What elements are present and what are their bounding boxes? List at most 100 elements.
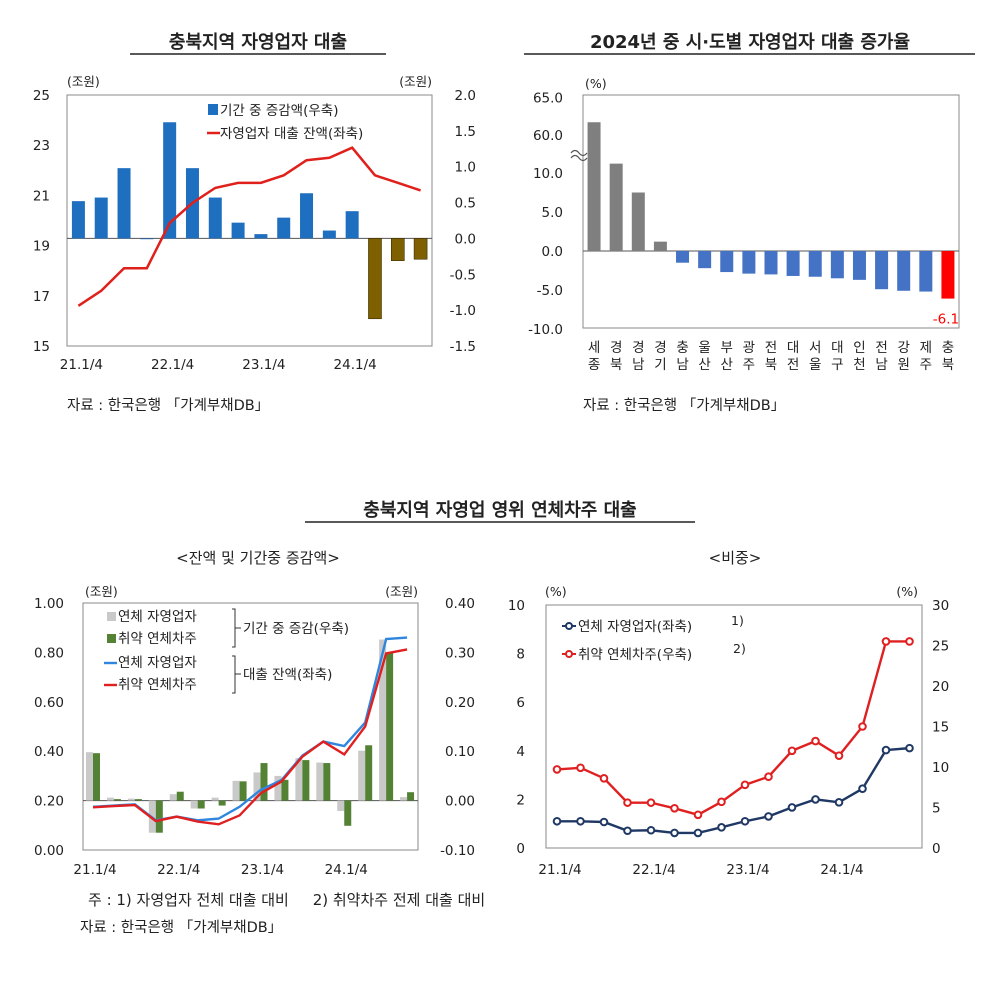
x-tick-label: 남 bbox=[676, 357, 688, 373]
point-vulnerable-delinquent-share bbox=[905, 637, 914, 646]
x-tick-label: 종 bbox=[588, 357, 600, 373]
x-tick-label: 대 bbox=[831, 340, 843, 356]
bar-period-change bbox=[163, 122, 177, 239]
point-vulnerable-delinquent-share bbox=[764, 772, 773, 782]
bar-vulnerable-delinquent bbox=[176, 791, 184, 801]
legend-label: 취약 연체차주 bbox=[118, 631, 197, 647]
right-axis-unit: (조원) bbox=[385, 584, 418, 599]
right-tick-label: 0.00 bbox=[445, 794, 475, 810]
legend-group-label: 기간 중 증감(우축) bbox=[243, 621, 349, 637]
x-tick-label: 서 bbox=[809, 340, 821, 356]
legend-footnote-mark: 2) bbox=[733, 641, 746, 656]
bar-전남 bbox=[875, 251, 889, 290]
bar-vulnerable-delinquent bbox=[113, 799, 121, 801]
chart-subtitle: <비중> bbox=[709, 549, 762, 567]
left-tick-label: 15 bbox=[33, 339, 50, 355]
right-tick-label: 0.20 bbox=[445, 695, 475, 711]
right-tick-label: 25 bbox=[932, 639, 949, 655]
right-tick-label: 1.0 bbox=[455, 160, 476, 176]
bar-vulnerable-delinquent bbox=[239, 781, 247, 801]
bar-period-change bbox=[231, 222, 245, 239]
plot-frame bbox=[582, 94, 960, 329]
left-tick-label: 0.20 bbox=[34, 794, 64, 810]
point-vulnerable-delinquent-share bbox=[670, 804, 679, 813]
bar-delinquent-self-employed bbox=[337, 800, 345, 811]
right-tick-label: 0.0 bbox=[455, 231, 476, 247]
legend-label: 연체 자영업자 bbox=[118, 609, 197, 625]
x-tick-label: 남 bbox=[875, 357, 887, 373]
line-delinquent-self-employed-share bbox=[557, 746, 910, 835]
bar-vulnerable-delinquent bbox=[260, 763, 268, 801]
bar-광주 bbox=[742, 251, 756, 274]
bar-period-change bbox=[117, 168, 131, 239]
axis-break-icon bbox=[570, 149, 588, 162]
left-tick-label: 0 bbox=[516, 841, 525, 857]
bar-vulnerable-delinquent bbox=[365, 745, 373, 801]
bar-delinquent-self-employed bbox=[169, 794, 177, 801]
right-tick-label: 15 bbox=[932, 720, 949, 736]
bar-경북 bbox=[609, 163, 623, 251]
bar-인천 bbox=[852, 251, 866, 280]
point-vulnerable-delinquent-share bbox=[858, 722, 867, 731]
right-tick-label: 5 bbox=[932, 801, 941, 817]
left-tick-label: 0.00 bbox=[34, 843, 64, 859]
right-tick-label: 0.10 bbox=[445, 744, 475, 760]
chart-title: 충북지역 자영업자 대출 bbox=[169, 32, 347, 53]
y-tick-label: -10.0 bbox=[528, 322, 563, 338]
x-tick-label: 주 bbox=[743, 357, 755, 373]
legend-label: 취약 연체차주(우축) bbox=[578, 647, 692, 663]
x-tick-label: 제 bbox=[920, 340, 932, 356]
x-tick-label: 21.1/4 bbox=[60, 357, 103, 373]
point-vulnerable-delinquent-share bbox=[599, 774, 609, 783]
point-delinquent-self-employed-share bbox=[717, 823, 726, 832]
bar-period-change bbox=[368, 238, 382, 320]
footnote: 주 : 1) 자영업자 전체 대출 대비 2) 취약차주 전제 대출 대비 bbox=[88, 891, 485, 909]
x-tick-label: 24.1/4 bbox=[334, 357, 377, 373]
right-tick-label: -1.5 bbox=[450, 339, 476, 355]
x-tick-label: 22.1/4 bbox=[632, 862, 675, 878]
source-note: 자료 : 한국은행 「가계부채DB」 bbox=[583, 397, 785, 414]
bar-경남 bbox=[631, 192, 645, 251]
y-tick-label: 60.0 bbox=[533, 128, 563, 144]
legend-label: 연체 자영업자 bbox=[118, 655, 197, 671]
data-label-chungbuk: -6.1 bbox=[933, 312, 959, 328]
x-tick-label: 전 bbox=[765, 340, 777, 356]
legend-swatch-gray bbox=[107, 612, 116, 621]
y-tick-label: 10.0 bbox=[533, 166, 563, 182]
x-tick-label: 원 bbox=[897, 357, 909, 373]
x-tick-label: 경 bbox=[632, 340, 644, 356]
bar-울산 bbox=[698, 251, 712, 269]
legend-label-bar: 기간 중 증감액(우축) bbox=[220, 103, 338, 119]
bar-충남 bbox=[676, 251, 690, 263]
bar-충북 bbox=[941, 251, 955, 299]
legend-footnote-mark: 1) bbox=[731, 613, 744, 628]
legend-marker bbox=[565, 650, 573, 658]
right-tick-label: 0 bbox=[932, 841, 941, 857]
point-vulnerable-delinquent-share bbox=[576, 763, 585, 773]
point-vulnerable-delinquent-share bbox=[881, 637, 891, 646]
x-tick-label: 산 bbox=[721, 357, 733, 373]
right-tick-label: 30 bbox=[932, 598, 949, 614]
x-tick-label: 21.1/4 bbox=[538, 862, 581, 878]
point-vulnerable-delinquent-share bbox=[787, 746, 797, 756]
x-tick-label: 23.1/4 bbox=[242, 357, 285, 373]
legend-bar-swatch bbox=[208, 104, 218, 115]
right-tick-label: 0.30 bbox=[445, 645, 475, 661]
left-axis-unit: (조원) bbox=[85, 584, 118, 599]
point-delinquent-self-employed-share bbox=[881, 745, 891, 755]
legend-label: 취약 연체차주 bbox=[118, 677, 197, 693]
x-tick-label: 24.1/4 bbox=[325, 862, 368, 878]
bar-delinquent-self-employed bbox=[86, 752, 93, 801]
bar-delinquent-self-employed bbox=[211, 797, 219, 801]
x-tick-label: 부 bbox=[721, 340, 733, 356]
left-tick-label: 8 bbox=[516, 647, 525, 663]
bar-vulnerable-delinquent bbox=[155, 800, 163, 833]
bar-vulnerable-delinquent bbox=[302, 760, 310, 801]
left-tick-label: 4 bbox=[516, 744, 525, 760]
x-tick-label: 경 bbox=[654, 340, 666, 356]
x-tick-label: 23.1/4 bbox=[726, 862, 769, 878]
legend-marker bbox=[565, 622, 573, 630]
right-axis-unit: (조원) bbox=[399, 74, 432, 89]
y-tick-label: 0.0 bbox=[542, 244, 563, 260]
